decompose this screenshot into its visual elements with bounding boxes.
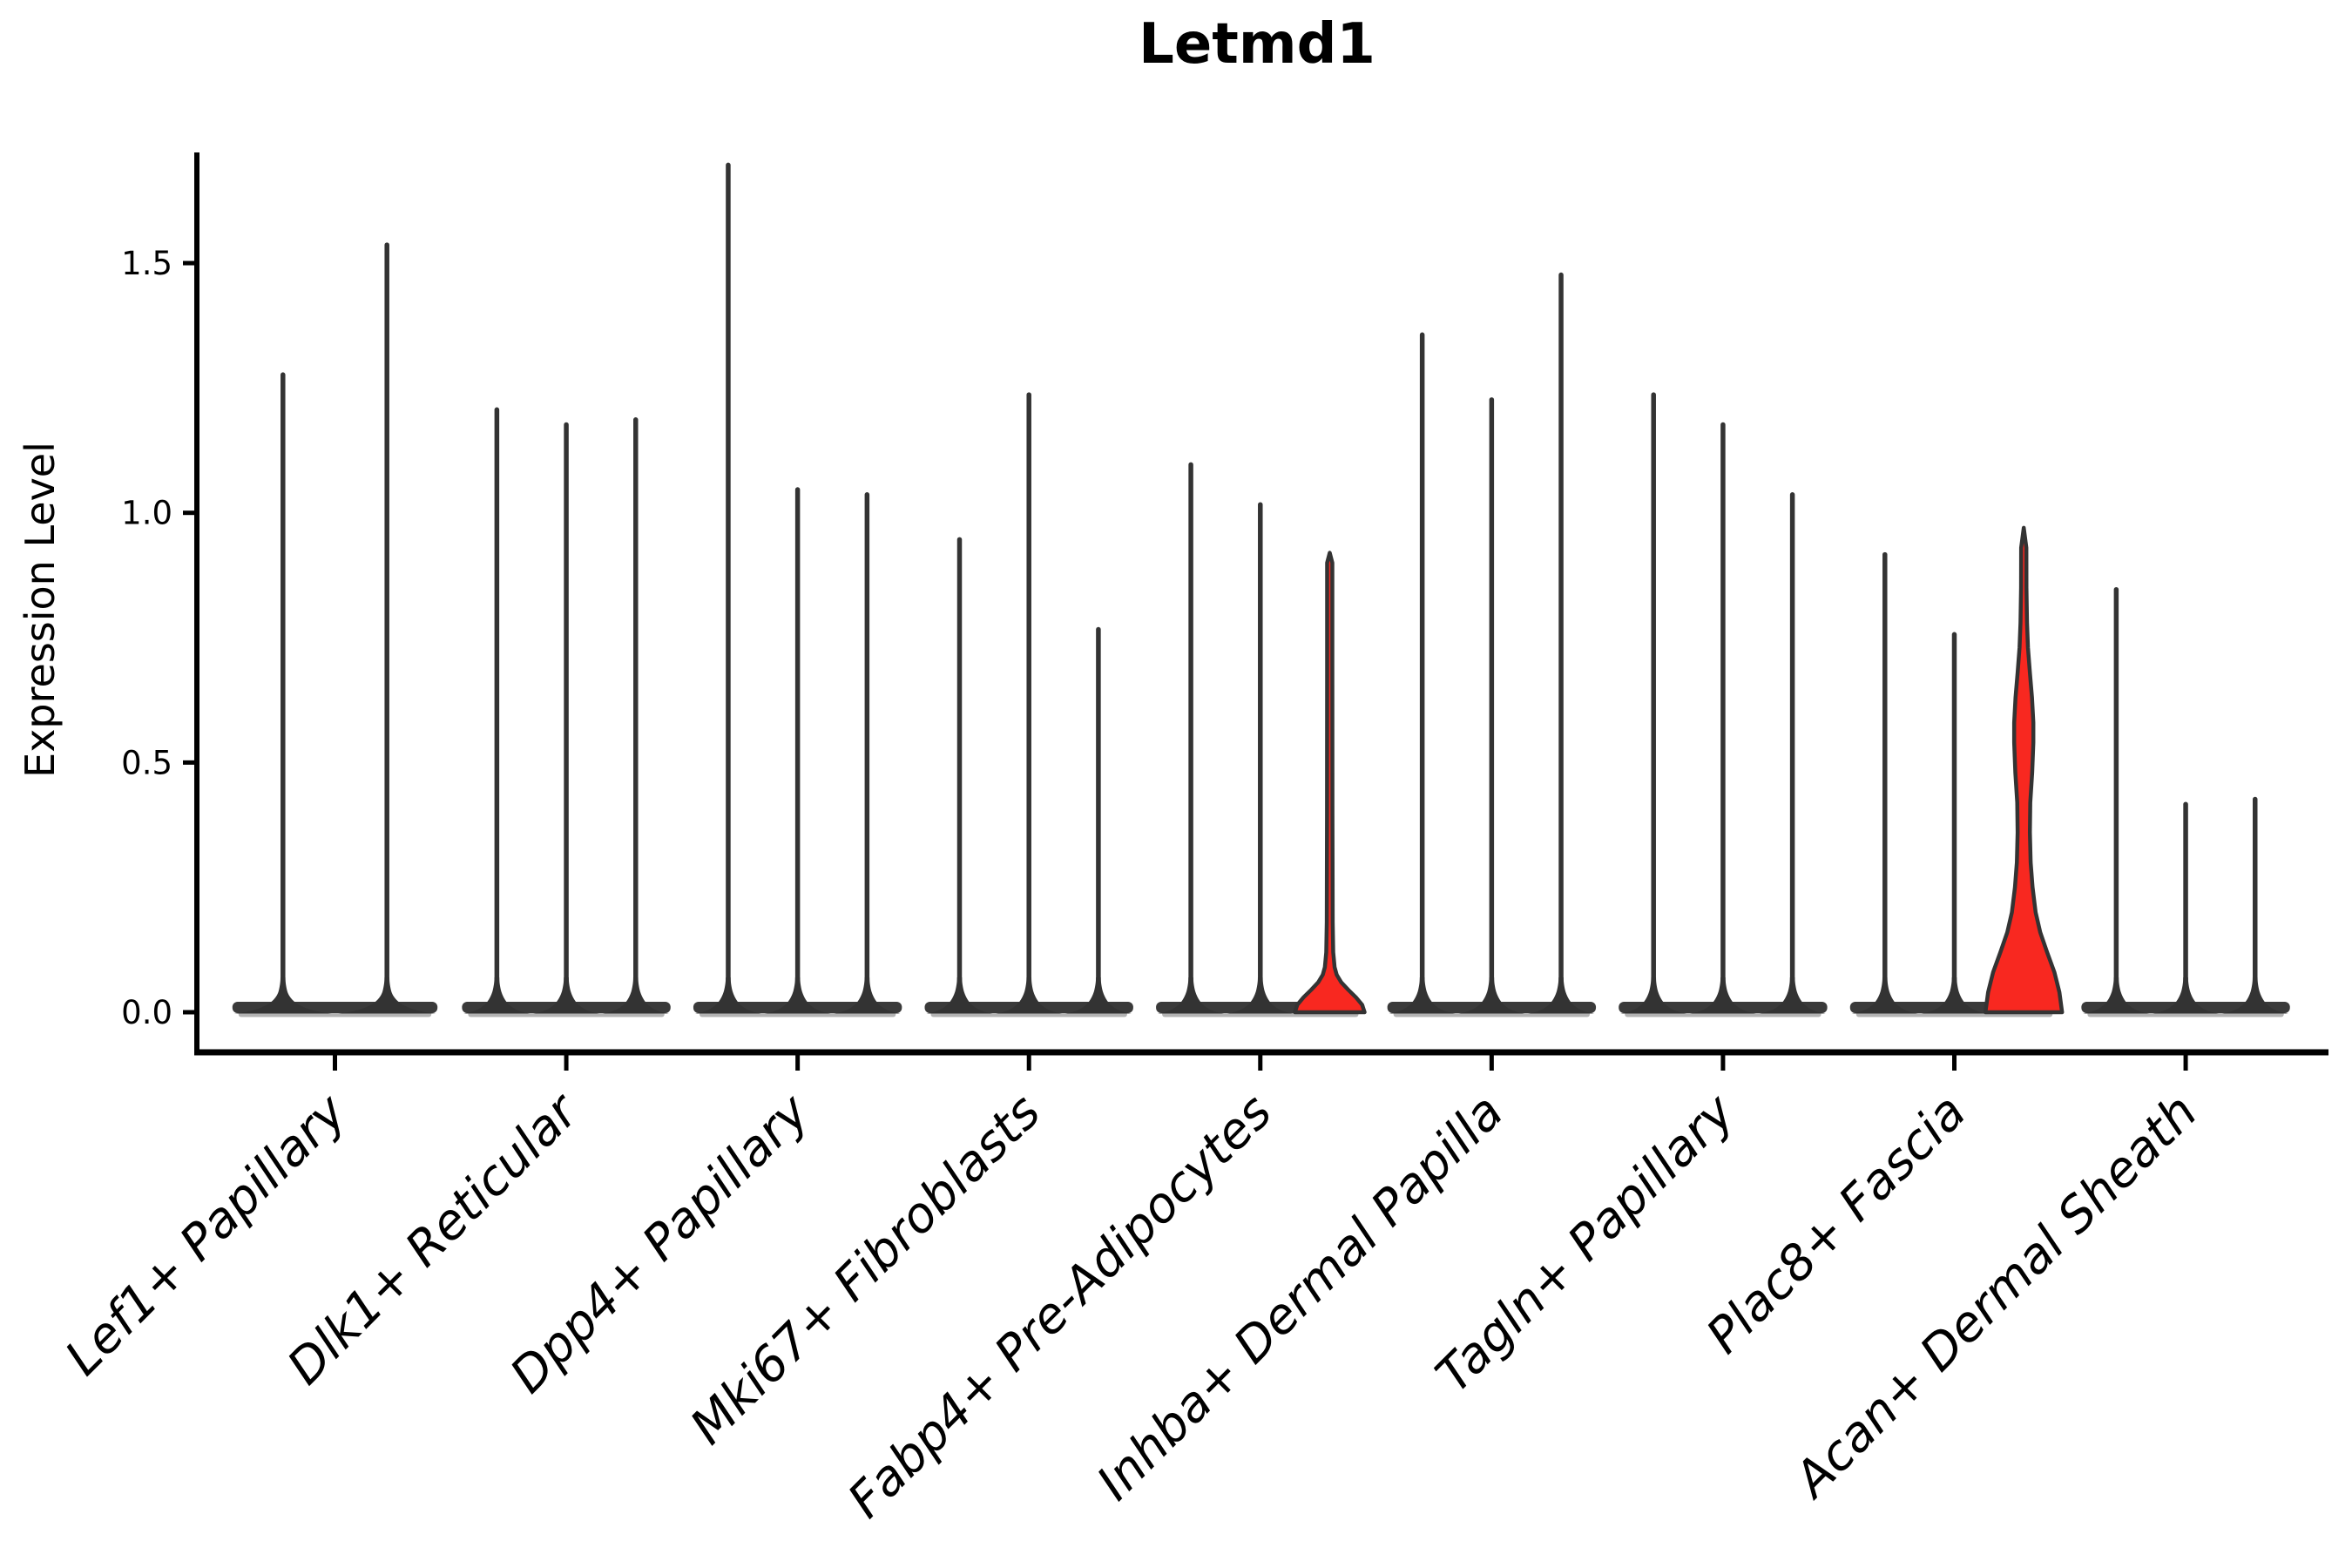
chart-title: Letmd1 [1139,12,1375,77]
violin-highlighted [1983,525,2065,1015]
violin-group: Dpp4+ Papillary [500,162,902,1404]
violin-group: Dlk1+ Reticular [277,407,671,1396]
violin-group: Lef1+ Papillary [55,242,438,1386]
y-tick-label: 0.5 [121,744,172,781]
y-tick-label: 1.0 [121,495,172,532]
violin-highlighted [1293,551,1367,1015]
y-axis-label: Expression Level [17,442,64,778]
x-tick-label: Inhba+ Dermal Papilla [1086,1084,1514,1511]
y-tick-label: 0.0 [121,994,172,1031]
x-tick-label: Fabp4+ Pre-Adipocytes [837,1084,1282,1529]
x-tick-label: Acan+ Dermal Sheath [1782,1084,2208,1510]
y-tick-label: 1.5 [121,245,172,282]
violin-group: Plac8+ Fascia [1696,525,2065,1364]
